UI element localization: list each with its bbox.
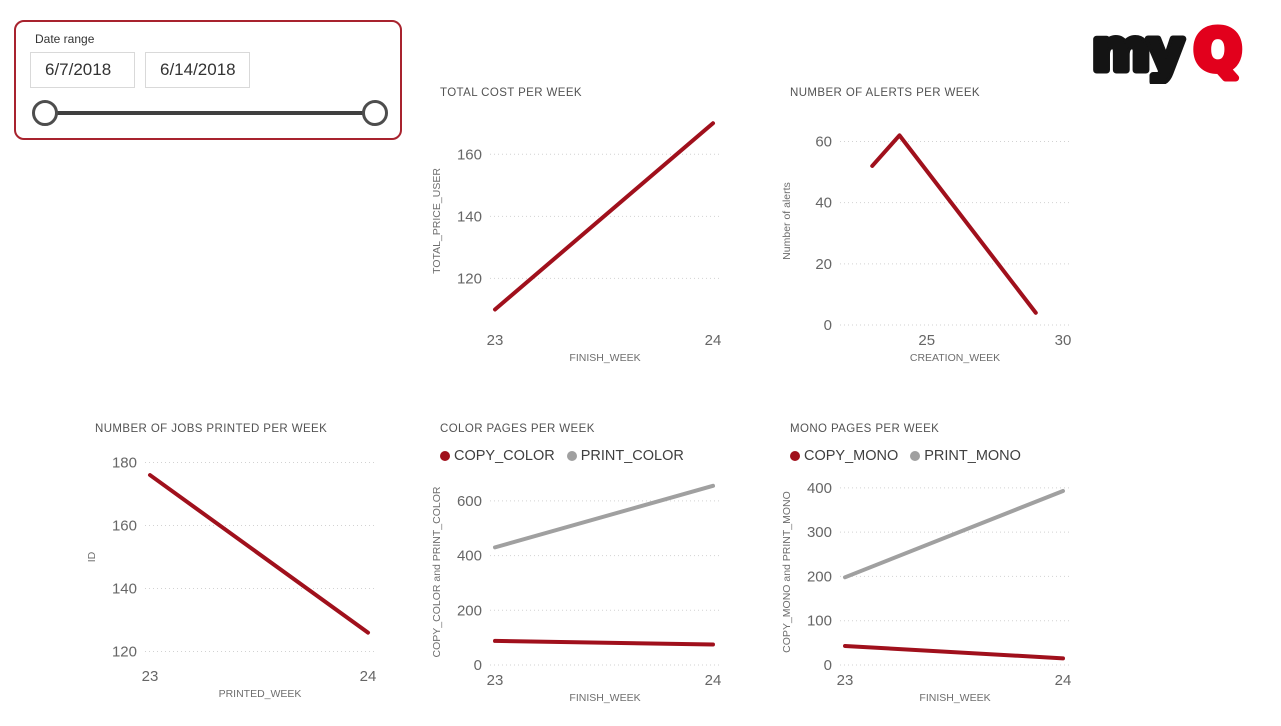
chart-plot-area: 0 100 200 300 400 23 24 FINISH_WEEK COPY_MONO an…	[780, 469, 1080, 712]
legend-item-copy_color[interactable]: COPY_COLOR	[440, 448, 555, 464]
x-tick-label: 24	[1055, 672, 1072, 689]
x-axis-label: FINISH_WEEK	[569, 692, 640, 704]
y-tick-label: 600	[457, 493, 482, 510]
legend-label: COPY_COLOR	[454, 448, 555, 464]
x-axis-label: PRINTED_WEEK	[219, 688, 302, 700]
y-axis-label: Number of alerts	[781, 182, 793, 260]
y-tick-label: 200	[457, 602, 482, 619]
line-chart-canvas: 0 20 40 60 25 30 CREATION_WEEK Number of alerts	[781, 133, 1072, 364]
y-tick-label: 100	[807, 613, 832, 630]
chart-plot-area: 120 140 160 23 24 FINISH_WEEK TOTAL_PRICE_USER	[430, 107, 730, 372]
x-tick-label: 23	[487, 672, 504, 689]
chart-title: MONO PAGES PER WEEK	[790, 423, 940, 435]
line-chart-canvas: 120 140 160 23 24 FINISH_WEEK TOTAL_PRICE_USER	[431, 121, 722, 364]
y-tick-label: 0	[824, 317, 832, 334]
chart-legend: COPY_MONO PRINT_MONO	[780, 443, 1080, 469]
x-tick-label: 25	[918, 332, 935, 349]
series-line-print-color[interactable]	[493, 483, 715, 550]
slider-handle-end[interactable]	[362, 100, 388, 126]
y-axis-label: TOTAL_PRICE_USER	[431, 168, 443, 274]
y-tick-label: 0	[474, 657, 482, 674]
chart-tile-mono-pages[interactable]: MONO PAGES PER WEEK COPY_MONO PRINT_MONO …	[780, 421, 1080, 713]
y-tick-label: 0	[824, 657, 832, 674]
y-tick-label: 300	[807, 524, 832, 541]
y-tick-label: 120	[457, 270, 482, 287]
legend-dot-icon	[566, 451, 577, 461]
series-line-print-mono[interactable]	[843, 488, 1065, 580]
line-chart-canvas: 120 140 160 180 23 24 PRINTED_WEEK ID	[86, 454, 377, 700]
chart-legend: COPY_COLOR PRINT_COLOR	[430, 443, 730, 469]
y-tick-label: 400	[807, 480, 832, 497]
chart-tile-jobs-printed[interactable]: NUMBER OF JOBS PRINTED PER WEEK 120 140 16…	[85, 421, 385, 713]
logo-text-my: my	[1092, 19, 1183, 84]
y-tick-label: 400	[457, 548, 482, 565]
legend-item-copy_mono[interactable]: COPY_MONO	[790, 448, 898, 464]
x-tick-label: 24	[360, 668, 377, 685]
x-tick-label: 23	[837, 672, 854, 689]
series-line-total-price-user[interactable]	[493, 121, 715, 312]
y-tick-label: 40	[815, 195, 832, 212]
y-axis-label: COPY_MONO and PRINT_MONO	[781, 491, 793, 653]
chart-title: COLOR PAGES PER WEEK	[440, 423, 595, 435]
line-chart-canvas: 0 100 200 300 400 23 24 FINISH_WEEK COPY_MONO an…	[781, 480, 1072, 704]
y-axis-label: COPY_COLOR and PRINT_COLOR	[431, 486, 443, 657]
legend-dot-icon	[440, 451, 450, 461]
y-tick-label: 20	[815, 256, 832, 273]
y-tick-label: 120	[112, 644, 137, 661]
legend-label: PRINT_MONO	[924, 448, 1021, 464]
x-tick-label: 24	[705, 332, 722, 349]
legend-dot-icon	[910, 451, 921, 461]
y-tick-label: 180	[112, 454, 137, 471]
series-line-id[interactable]	[148, 473, 370, 635]
y-tick-label: 160	[112, 517, 137, 534]
y-tick-label: 60	[815, 133, 832, 150]
chart-title: TOTAL COST PER WEEK	[440, 87, 583, 99]
legend-dot-icon	[790, 451, 800, 461]
x-axis-label: FINISH_WEEK	[919, 692, 990, 704]
series-line-copy-mono[interactable]	[843, 643, 1065, 661]
chart-title: NUMBER OF ALERTS PER WEEK	[790, 87, 980, 99]
y-tick-label: 140	[112, 581, 137, 598]
x-tick-label: 30	[1055, 332, 1072, 349]
legend-item-print_color[interactable]: PRINT_COLOR	[566, 448, 684, 464]
x-tick-label: 23	[487, 332, 504, 349]
chart-tile-total-cost[interactable]: TOTAL COST PER WEEK 120 140 160 23 24 FINISH_…	[430, 85, 730, 377]
date-range-slider[interactable]	[16, 94, 400, 134]
date-range-slicer: Date range	[14, 20, 402, 140]
series-line-number-of-alerts[interactable]	[870, 133, 1038, 315]
series-line-copy-color[interactable]	[493, 638, 715, 647]
line-chart-canvas: 0 200 400 600 23 24 FINISH_WEEK COPY_COLOR and …	[431, 483, 722, 704]
slider-track[interactable]	[44, 111, 376, 115]
slicer-inputs	[30, 52, 250, 88]
x-tick-label: 24	[705, 672, 722, 689]
legend-label: PRINT_COLOR	[580, 448, 684, 464]
chart-plot-area: 120 140 160 180 23 24 PRINTED_WEEK ID	[85, 443, 385, 708]
start-date-input[interactable]	[30, 52, 135, 88]
chart-plot-area: 0 200 400 600 23 24 FINISH_WEEK COPY_COLOR and …	[430, 469, 730, 712]
x-axis-label: CREATION_WEEK	[910, 352, 1000, 364]
slider-handle-start[interactable]	[32, 100, 58, 126]
end-date-input[interactable]	[145, 52, 250, 88]
chart-tile-color-pages[interactable]: COLOR PAGES PER WEEK COPY_COLOR PRINT_COL…	[430, 421, 730, 713]
x-axis-label: FINISH_WEEK	[569, 352, 640, 364]
legend-label: COPY_MONO	[804, 448, 899, 464]
chart-title: NUMBER OF JOBS PRINTED PER WEEK	[95, 423, 328, 435]
legend-item-print_mono[interactable]: PRINT_MONO	[910, 448, 1021, 464]
logo-text-q: Q	[1194, 19, 1242, 84]
y-tick-label: 160	[457, 146, 482, 163]
chart-tile-alerts[interactable]: NUMBER OF ALERTS PER WEEK 0 20 40 60 25 30 CRE…	[780, 85, 1080, 377]
myq-logo: my Q	[1090, 16, 1245, 85]
slicer-title: Date range	[35, 32, 95, 46]
x-tick-label: 23	[142, 668, 159, 685]
y-tick-label: 200	[807, 568, 832, 585]
chart-plot-area: 0 20 40 60 25 30 CREATION_WEEK Number of alerts	[780, 107, 1080, 372]
y-tick-label: 140	[457, 208, 482, 225]
y-axis-label: ID	[86, 551, 98, 562]
